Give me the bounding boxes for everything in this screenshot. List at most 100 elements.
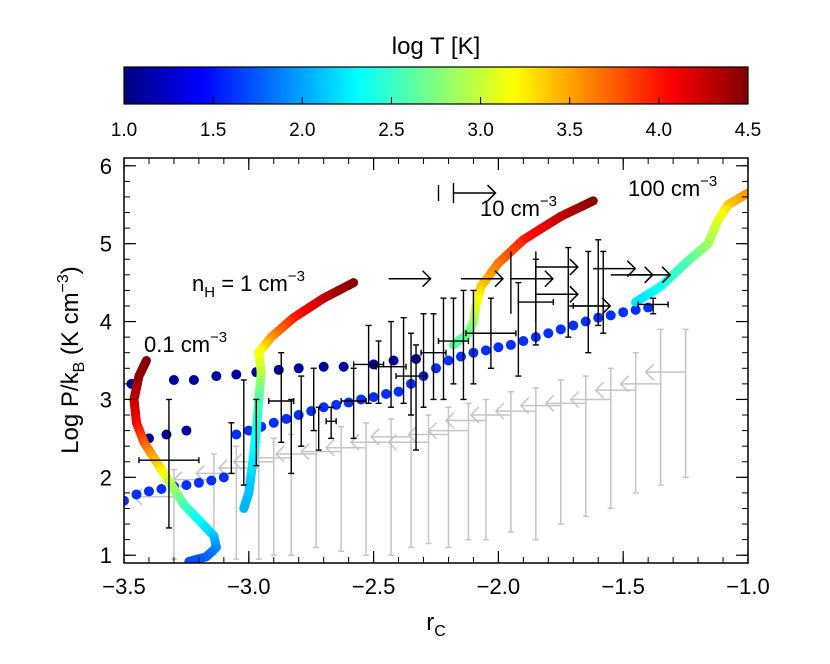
detection-point [395,332,427,416]
equilibrium-point-light [555,324,566,335]
detection-point [413,344,420,451]
detection-point [460,289,467,401]
colorbar-tick-label: 4.5 [735,120,761,141]
upper-limit-point [325,422,370,556]
lower-limit-point [535,251,579,322]
y-axis-label: Log P/kB (K cm−3) [55,266,88,454]
x-tick-label: −2.5 [352,574,395,599]
detection-point [637,297,669,315]
equilibrium-point-dark [188,374,199,385]
detection-point [340,367,367,440]
data-layer [124,183,748,563]
lower-limit-arrowhead [626,260,637,278]
plot-frame [123,157,749,564]
detection-point [375,320,407,408]
upper-limit-arrowhead [494,402,505,420]
equilibrium-point-light [331,399,342,410]
equilibrium-point-light [281,413,292,424]
equilibrium-point-light [455,351,466,362]
upper-limit-arrowhead [172,471,183,489]
y-tick-label: 2 [100,465,112,490]
plot-area: −3.5 −3.0 −2.5 −2.0 −1.5 −1.0 1 2 3 4 5 6 0.1 cm−3 n… [100,154,770,599]
equilibrium-point-light [143,486,154,497]
curve-segment [239,501,250,513]
axis-ticks: −3.5 −3.0 −2.5 −2.0 −1.5 −1.0 1 2 3 4 5 6 [100,154,770,599]
equilibrium-point-light [368,392,379,403]
upper-limit-arrowhead [275,445,285,463]
upper-limit-point [644,328,689,479]
upper-limit-point [469,390,514,533]
curve-label: 10 cm−3 [480,193,557,221]
density-curve [129,356,221,563]
equilibrium-point-dark [318,361,329,372]
equilibrium-point-light [518,336,529,347]
curve-label: 0.1 cm−3 [144,329,227,357]
equilibrium-point-light [543,328,554,339]
lower-limit-point [593,260,637,278]
upper-limit-arrowhead [469,406,480,424]
lower-limit-point [567,274,612,338]
lower-limit-arrowhead [569,258,579,276]
density-curve [631,188,748,307]
equilibrium-point-light [156,484,167,495]
upper-limit-arrowhead [427,422,437,440]
colorbar-tick-label: 2.5 [378,120,404,141]
colorbar-title: log T [K] [392,33,481,60]
x-axis-label: rC [426,609,446,640]
upper-limit-point [569,367,614,510]
equilibrium-point-dark [161,429,172,440]
equilibrium-point-light [206,475,217,486]
equilibrium-point-light [443,355,454,366]
detection-point [470,289,477,385]
curve-segment [184,556,197,563]
lower-limit-arrowhead [569,285,579,303]
x-tick-label: −3.0 [227,574,270,599]
upper-limit-arrowhead [369,428,380,446]
curve-label: nH = 1 cm−3 [192,268,305,301]
lower-limit-point [628,266,672,284]
upper-limit-arrowhead [519,397,530,415]
upper-limit-point [619,328,664,486]
equilibrium-point-light [293,410,304,421]
equilibrium-point-light [268,417,279,428]
x-tick-label: −3.5 [102,574,145,599]
colorbar-ticks: 1.0 1.5 2.0 2.5 3.0 3.5 4.0 4.5 [111,97,761,141]
colorbar-tick-label: 3.0 [467,120,493,141]
detection-point [240,379,247,486]
upper-limit-arrowhead [444,411,455,430]
equilibrium-point-light [381,388,392,399]
upper-limit-point [594,351,639,494]
upper-limit-arrowhead [350,433,360,451]
equilibrium-point-dark [211,371,222,382]
equilibrium-point-light [605,310,616,321]
curve-segment [631,294,645,307]
detection-point [268,352,295,443]
equilibrium-point-light [181,480,192,491]
equilibrium-point-dark [273,364,284,375]
upper-limit-point [369,414,415,549]
x-tick-label: −2.0 [477,574,520,599]
equilibrium-point-light [580,316,591,327]
lower-limit-point [388,270,432,288]
equilibrium-point-light [124,495,129,506]
detection-point [440,297,447,401]
equilibrium-point-light [568,320,579,331]
upper-limit-arrowhead [594,381,605,399]
colorbar: log T [K] 1.0 1.5 2.0 2.5 3.0 3.5 4.0 4.5 [111,33,761,141]
detection-point [420,313,447,401]
colorbar-gradient [123,66,749,105]
detection-point [400,316,407,405]
colorbar-tick-label: 1.5 [200,120,226,141]
detection-point [465,297,517,369]
curve-label: 100 cm−3 [628,173,717,201]
upper-limit-arrowhead [544,394,555,412]
upper-limit-arrowhead [325,439,335,457]
upper-limit-point [444,398,489,541]
upper-limit-arrowhead [569,390,580,408]
y-tick-label: 6 [100,154,112,179]
detection-point [600,250,607,334]
equilibrium-point-light [480,345,491,356]
y-tick-label: 1 [100,543,112,568]
upper-limit-point [275,429,320,549]
